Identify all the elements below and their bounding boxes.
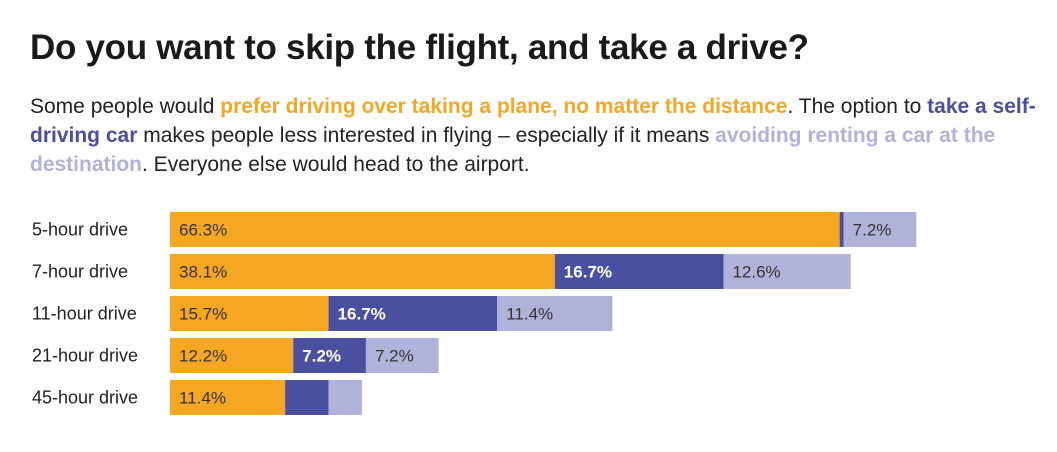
bar-segment-prefer-driving: [170, 296, 329, 331]
subtitle-text-4: . Everyone else would head to the airpor…: [142, 153, 530, 176]
bar-segment-self-driving: [285, 380, 329, 415]
bar-segment-prefer-driving: [170, 254, 555, 289]
bar-segment-prefer-driving: [170, 212, 840, 247]
subtitle-highlight-avoid-rental: avoiding renting a car at the destinatio…: [30, 124, 996, 176]
subtitle-text-3: makes people less interested in flying –…: [137, 124, 716, 147]
bar-value-label: 16.7%: [564, 263, 612, 282]
bar-segment-avoid-rental: [365, 338, 439, 373]
bar-value-label: 7.2%: [375, 347, 414, 366]
bar-segment-prefer-driving: [170, 380, 286, 415]
subtitle-highlight-prefer-driving: prefer driving over taking a plane, no m…: [220, 95, 788, 118]
subtitle-text-1: Some people would: [30, 95, 221, 118]
bar-value-label: 12.6%: [732, 263, 780, 282]
bar-value-label: 7.2%: [302, 347, 341, 366]
category-label: 21-hour drive: [32, 346, 138, 366]
bar-value-label: 66.3%: [179, 221, 227, 240]
chart-title: Do you want to skip the flight, and take…: [30, 28, 809, 67]
subtitle-highlight-self-driving: take a self-driving car: [30, 95, 1036, 147]
bar-value-label: 15.7%: [179, 305, 227, 324]
bar-value-label: 11.4%: [179, 389, 226, 408]
bar-value-label: 12.2%: [179, 347, 227, 366]
bar-segment-avoid-rental: [843, 212, 917, 247]
bar-segment-prefer-driving: [170, 338, 294, 373]
bar-segment-avoid-rental: [328, 380, 362, 415]
category-label: 11-hour drive: [32, 304, 137, 324]
bar-value-label: 38.1%: [179, 263, 227, 282]
category-label: 7-hour drive: [32, 262, 128, 282]
bar-segment-avoid-rental: [723, 254, 851, 289]
bar-segment-self-driving: [328, 296, 498, 331]
bar-segment-self-driving: [554, 254, 724, 289]
category-label: 5-hour drive: [32, 220, 128, 240]
bar-value-label: 16.7%: [338, 305, 386, 324]
subtitle-text-2: . The option to: [787, 95, 928, 118]
bar-value-label: 11.4%: [506, 305, 553, 324]
bar-segment-avoid-rental: [497, 296, 613, 331]
bar-segment-self-driving: [839, 212, 844, 247]
chart-subtitle: Some people would prefer driving over ta…: [30, 92, 1045, 179]
category-label: 45-hour drive: [32, 388, 138, 408]
bar-segment-self-driving: [293, 338, 366, 373]
bar-value-label: 7.2%: [853, 221, 892, 240]
